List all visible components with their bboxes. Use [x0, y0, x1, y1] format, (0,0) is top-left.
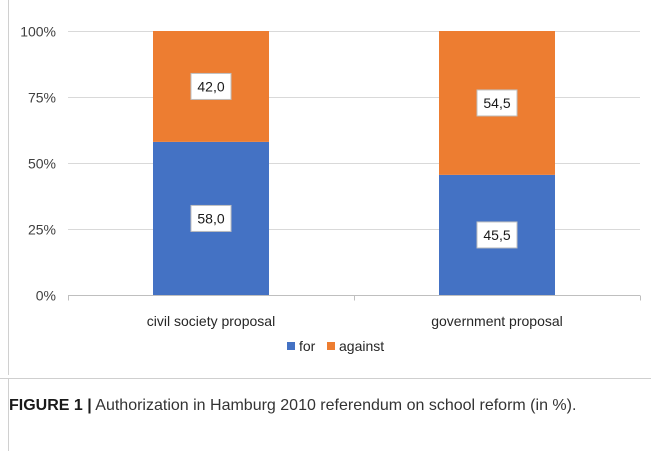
data-label-box [190, 72, 232, 100]
figure-caption-label: FIGURE 1 | [9, 397, 92, 414]
legend: for against [287, 338, 384, 354]
caption-divider [0, 378, 651, 379]
axes: 0% 25% 50% 75% 100% civil society proposal gov… [20, 24, 641, 329]
data-labels: 58,0 42,0 45,5 54,5 [190, 72, 518, 249]
y-tick-label: 100% [20, 24, 56, 40]
data-label-box [476, 89, 518, 117]
legend-label-for: for [299, 338, 316, 354]
x-category-label: civil society proposal [147, 313, 275, 329]
legend-swatch-for [287, 342, 295, 350]
y-tick-label: 75% [28, 90, 56, 106]
frame-border [8, 0, 9, 375]
figure-caption: FIGURE 1 | Authorization in Hamburg 2010… [9, 395, 629, 417]
legend-label-against: against [339, 338, 384, 354]
stacked-bar-chart: 58,0 42,0 45,5 54,5 0% 25% 50% 75% 100% civil so… [20, 24, 641, 354]
figure-caption-text: Authorization in Hamburg 2010 referendum… [91, 397, 577, 414]
y-tick-label: 25% [28, 222, 56, 238]
chart-area: 58,0 42,0 45,5 54,5 0% 25% 50% 75% 100% civil so… [8, 0, 641, 375]
data-label: 54,5 [483, 95, 510, 111]
data-label: 45,5 [483, 227, 510, 243]
bars [153, 31, 555, 295]
y-tick-label: 50% [28, 156, 56, 172]
data-label-box [190, 204, 232, 232]
data-label: 42,0 [197, 78, 224, 94]
y-tick-label: 0% [36, 288, 56, 304]
legend-swatch-against [327, 342, 335, 350]
x-category-label: government proposal [431, 313, 563, 329]
caption-left-border [8, 379, 9, 451]
data-label: 58,0 [197, 210, 224, 226]
data-label-box [476, 221, 518, 249]
